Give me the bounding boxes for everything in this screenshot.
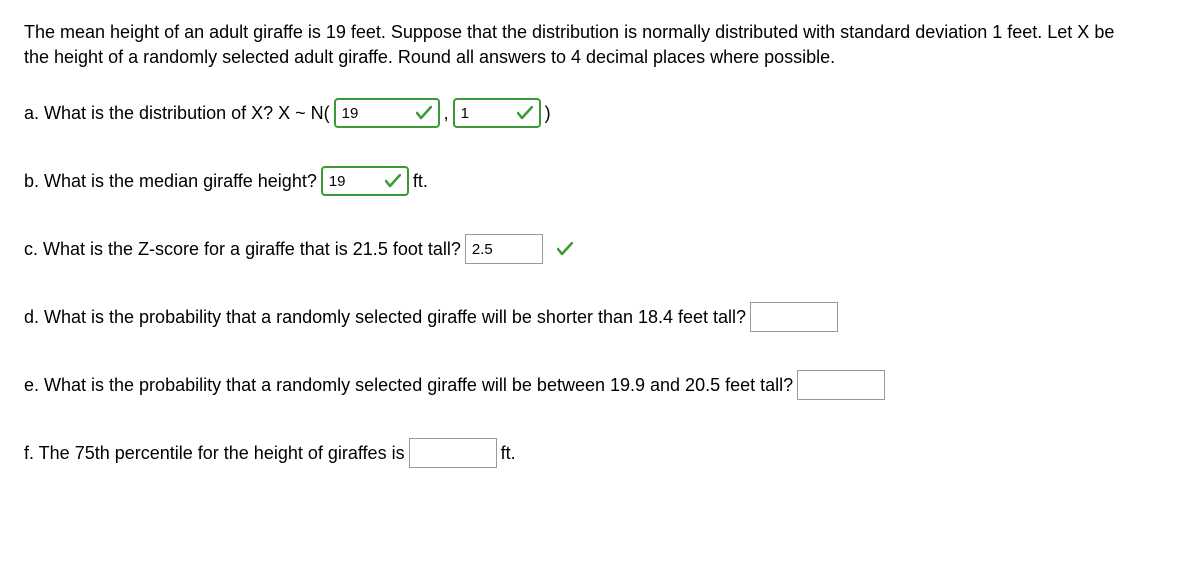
problem-intro: The mean height of an adult giraffe is 1… [24, 20, 1124, 70]
question-f: f. The 75th percentile for the height of… [24, 438, 1176, 468]
check-icon [416, 106, 432, 120]
question-c-prefix: c. What is the Z-score for a giraffe tha… [24, 237, 461, 262]
question-a-prefix: a. What is the distribution of X? X ~ N( [24, 101, 330, 126]
question-a-sep: , [444, 101, 449, 126]
question-b-suffix: ft. [413, 169, 428, 194]
answer-d[interactable] [750, 302, 838, 332]
question-d-prefix: d. What is the probability that a random… [24, 305, 746, 330]
question-e-prefix: e. What is the probability that a random… [24, 373, 793, 398]
question-f-suffix: ft. [501, 441, 516, 466]
check-icon [557, 242, 573, 256]
question-a-suffix: ) [545, 101, 551, 126]
answer-a-mean[interactable]: 19 [334, 98, 440, 128]
answer-c[interactable]: 2.5 [465, 234, 543, 264]
question-b: b. What is the median giraffe height? 19… [24, 166, 1176, 196]
answer-f[interactable] [409, 438, 497, 468]
check-icon [517, 106, 533, 120]
question-a: a. What is the distribution of X? X ~ N(… [24, 98, 1176, 128]
answer-e[interactable] [797, 370, 885, 400]
question-e: e. What is the probability that a random… [24, 370, 1176, 400]
question-b-prefix: b. What is the median giraffe height? [24, 169, 317, 194]
answer-a-sd[interactable]: 1 [453, 98, 541, 128]
answer-a-sd-value: 1 [461, 103, 511, 124]
answer-c-value: 2.5 [472, 239, 540, 260]
question-c: c. What is the Z-score for a giraffe tha… [24, 234, 1176, 264]
answer-b-value: 19 [329, 171, 379, 192]
check-icon [385, 174, 401, 188]
question-d: d. What is the probability that a random… [24, 302, 1176, 332]
question-f-prefix: f. The 75th percentile for the height of… [24, 441, 405, 466]
answer-a-mean-value: 19 [342, 103, 410, 124]
answer-b[interactable]: 19 [321, 166, 409, 196]
